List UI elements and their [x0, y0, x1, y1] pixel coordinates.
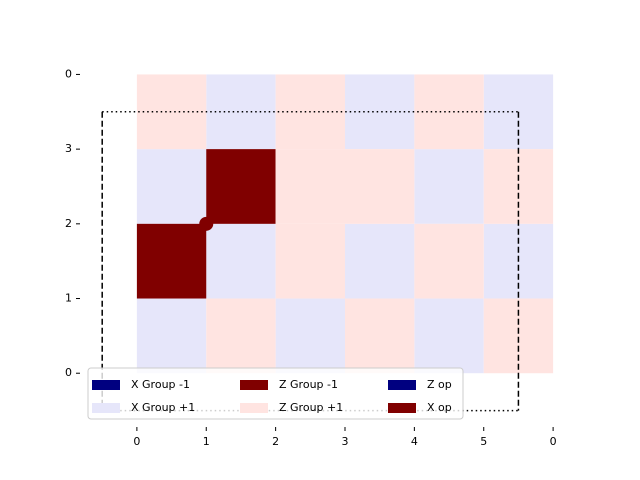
legend-swatch [388, 380, 416, 390]
cell [275, 223, 345, 299]
cell [483, 74, 554, 150]
cell [414, 298, 484, 374]
legend-swatch [240, 380, 268, 390]
cell [344, 74, 415, 150]
x-tick-label: 5 [480, 435, 487, 448]
legend-frame [87, 367, 464, 420]
legend-label: X op [427, 401, 452, 414]
cell [136, 223, 207, 299]
y-tick-label: 0 [65, 67, 72, 80]
point [199, 216, 214, 231]
legend-label: Z Group -1 [279, 378, 338, 391]
cell [483, 298, 554, 374]
legend-label: Z Group +1 [279, 401, 343, 414]
legend-label: X Group +1 [131, 401, 195, 414]
legend: X Group -1 X Group +1 Z Group -1 Z Group +1… [87, 367, 464, 420]
cell [344, 298, 415, 374]
x-tick-label: 1 [203, 435, 210, 448]
legend-swatch [92, 403, 120, 413]
cell [344, 223, 415, 299]
x-tick-label: 2 [272, 435, 279, 448]
cell [206, 298, 276, 374]
x-tick-label: 0 [133, 435, 140, 448]
cell [206, 149, 276, 224]
legend-label: Z op [427, 378, 452, 391]
y-tick-label: 0 [65, 366, 72, 379]
cell [414, 149, 484, 224]
y-tick-label: 1 [65, 292, 72, 305]
x-tick-label: 4 [411, 435, 418, 448]
y-tick-label: 3 [65, 142, 72, 155]
x-tick-label: 0 [550, 435, 557, 448]
cell [275, 298, 345, 374]
cell [136, 298, 207, 374]
cell [206, 223, 276, 299]
legend-label: X Group -1 [131, 378, 190, 391]
cell [206, 74, 276, 150]
legend-swatch [388, 403, 416, 413]
cell [275, 149, 345, 224]
x-tick-label: 3 [341, 435, 348, 448]
cell [136, 149, 207, 224]
legend-swatch [92, 380, 120, 390]
legend-swatch [240, 403, 268, 413]
y-tick-label: 2 [65, 217, 72, 230]
cell [414, 223, 484, 299]
cell [344, 149, 415, 224]
